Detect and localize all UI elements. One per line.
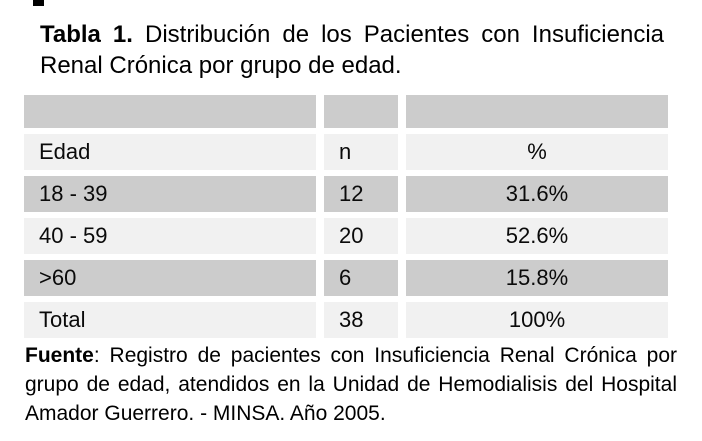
data-table: Edad n % 18 - 39 12 31.6% 40 - 59 20 52.… [24,95,668,338]
table-total-cell-edad: Total [24,302,316,338]
column-header-edad: Edad [24,134,316,170]
table-top-band-edad [24,95,316,128]
table-total-cell-pct: 100% [406,302,668,338]
table-row-cell-n: 12 [324,176,398,212]
table-top-band-pct [406,95,668,128]
table-row-cell-pct: 15.8% [406,260,668,296]
table-row-cell-pct: 52.6% [406,218,668,254]
table-title-number: Tabla 1. [40,21,133,48]
source-note: Fuente: Registro de pacientes con Insufi… [25,341,677,428]
table-row-cell-pct: 31.6% [406,176,668,212]
table-row-cell-edad: 40 - 59 [24,218,316,254]
table-row-cell-n: 20 [324,218,398,254]
source-note-label: Fuente [25,344,94,367]
table-total-cell-n: 38 [324,302,398,338]
table-title: Tabla 1. Distribución de los Pacientes c… [40,19,664,81]
table-title-text: Distribución de los Pacientes con Insufi… [40,21,665,79]
table-top-band-n [324,95,398,128]
table-row-cell-edad: 18 - 39 [24,176,316,212]
column-header-pct: % [406,134,668,170]
table-row-cell-edad: >60 [24,260,316,296]
table-row-cell-n: 6 [324,260,398,296]
cropped-text-artifact [33,0,44,6]
column-header-n: n [324,134,398,170]
source-note-text: : Registro de pacientes con Insuficienci… [25,344,677,425]
